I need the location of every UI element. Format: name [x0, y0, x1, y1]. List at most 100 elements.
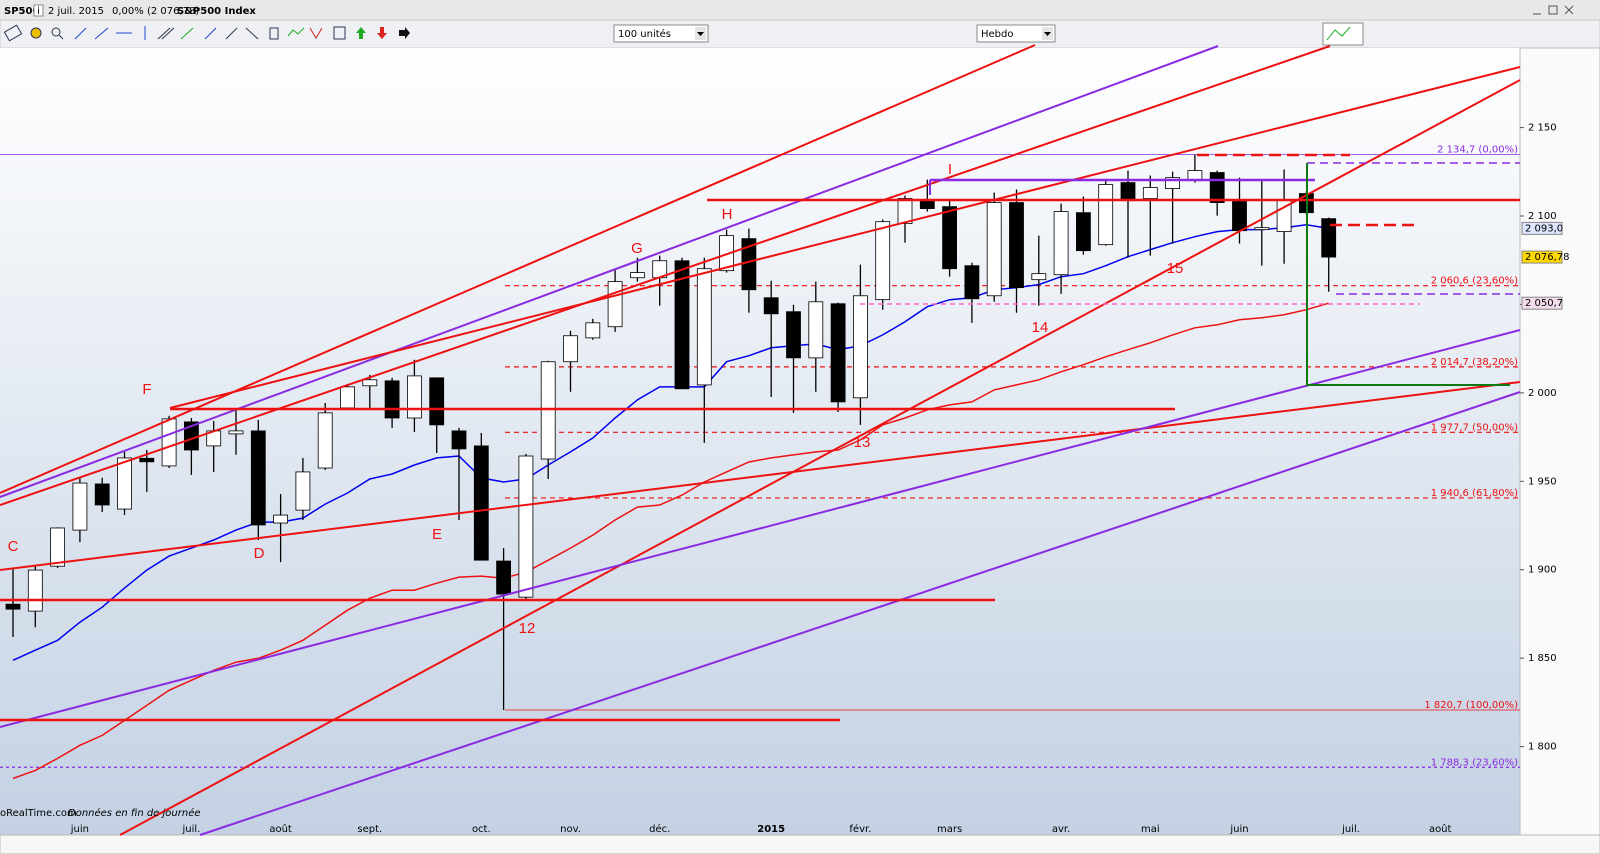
price-tag	[1521, 296, 1563, 310]
fib-label: 1 820,7 (100,00%)	[1424, 700, 1518, 711]
candle-body	[250, 430, 266, 526]
toolbar-icons[interactable]	[3, 22, 1364, 46]
candle-body	[808, 301, 824, 359]
units-dropdown[interactable]	[613, 24, 709, 43]
x-tick-label: févr.	[849, 823, 871, 835]
candle-body	[897, 198, 913, 225]
wave-label: C	[8, 538, 19, 555]
candle-body	[473, 445, 489, 561]
price-tag	[1521, 250, 1563, 264]
candle-body	[429, 377, 445, 426]
candle-body	[942, 206, 957, 270]
candle-body	[1076, 212, 1091, 252]
candle-body	[1209, 172, 1225, 203]
title-bar	[0, 0, 1600, 20]
info-button[interactable]	[33, 4, 44, 17]
index-name: S&P500 Index	[177, 6, 256, 17]
candle-body	[406, 375, 422, 419]
x-tick-label: 2015	[757, 824, 785, 835]
wave-label: 13	[854, 434, 871, 451]
x-tick-label: mars	[937, 824, 962, 835]
y-tick-label: 2 150	[1528, 123, 1557, 134]
moving-average	[12, 223, 1329, 661]
units-label[interactable]: 100 unités	[618, 28, 671, 40]
y-tick-label: 1 900	[1528, 565, 1557, 576]
candle-body	[763, 297, 779, 315]
x-tick-label: août	[269, 823, 292, 835]
candle-body	[563, 335, 578, 363]
wave-label: 15	[1167, 260, 1184, 277]
wave-label: 14	[1032, 319, 1049, 336]
candle-body	[228, 430, 244, 435]
wave-label: E	[432, 526, 442, 543]
time-axis	[0, 834, 1600, 854]
candle-body	[1120, 182, 1136, 202]
candle-body	[919, 200, 935, 209]
candle-body	[451, 430, 467, 450]
wave-label: H	[722, 206, 733, 223]
candle-body	[1009, 202, 1024, 289]
x-tick-label: juin	[70, 824, 89, 835]
y-tick-label: 1 950	[1528, 476, 1557, 487]
candle-body	[1053, 211, 1069, 276]
candle-body	[1321, 218, 1337, 258]
candle-body	[964, 265, 980, 300]
candle-body	[139, 457, 155, 463]
candle-body	[384, 380, 400, 419]
wave-label: 12	[519, 620, 536, 637]
price-tag	[1521, 221, 1563, 235]
x-tick-label: mai	[1141, 824, 1160, 835]
candle-body	[273, 514, 289, 524]
candle-body	[585, 322, 601, 339]
date: 2 juil. 2015	[48, 6, 104, 17]
candle-body	[674, 260, 690, 390]
candle-body	[875, 221, 891, 301]
candle-body	[295, 471, 311, 511]
x-tick-label: juin	[1229, 824, 1248, 835]
window-buttons[interactable]	[1533, 5, 1574, 15]
candle-body	[1098, 184, 1114, 246]
candle-body	[72, 482, 88, 531]
x-tick-label: nov.	[560, 824, 581, 835]
fib-label: 2 060,6 (23,60%)	[1431, 276, 1518, 287]
wave-label: D	[254, 545, 265, 562]
info-label[interactable]: i	[37, 6, 40, 17]
symbol: SP500	[4, 6, 39, 17]
fib-label: 1 940,6 (61,80%)	[1431, 488, 1518, 499]
candle-body	[94, 483, 110, 506]
x-tick-label: avr.	[1052, 824, 1070, 835]
x-tick-label: juil.	[181, 824, 200, 835]
candle-body	[853, 295, 868, 399]
candle-body	[607, 281, 623, 328]
candle-body	[362, 379, 378, 387]
fib-label: 2 014,7 (38,20%)	[1431, 357, 1518, 368]
candle-body	[161, 418, 177, 467]
dropdown-arrow-icon[interactable]	[1044, 32, 1051, 36]
candle-body	[27, 569, 43, 612]
y-tick-label: 2 000	[1528, 388, 1557, 399]
period-label[interactable]: Hebdo	[981, 29, 1014, 40]
candle-body	[496, 560, 512, 595]
moving-average	[12, 302, 1329, 780]
candle-body	[1254, 227, 1270, 231]
candle-body	[317, 412, 333, 469]
price-axis	[1519, 47, 1600, 836]
candle-body	[1031, 273, 1047, 281]
candle-body	[50, 527, 65, 567]
price-tag-label: 2 093,0	[1525, 223, 1563, 234]
x-tick-label: déc.	[649, 823, 670, 835]
candle-body	[696, 268, 712, 386]
candle-body	[830, 303, 846, 403]
dropdown-arrow-icon[interactable]	[697, 32, 704, 36]
period-dropdown[interactable]	[976, 24, 1056, 43]
fib-label: 1 788,3 (23,60%)	[1431, 757, 1518, 768]
candle-body	[518, 455, 534, 598]
price-tag-label: 2 076,78	[1525, 252, 1570, 263]
y-tick-label: 1 800	[1528, 742, 1557, 753]
wave-label: F	[142, 381, 151, 398]
x-tick-label: juil.	[1341, 824, 1360, 835]
y-tick-label: 1 850	[1528, 653, 1557, 664]
candle-body	[786, 311, 801, 359]
